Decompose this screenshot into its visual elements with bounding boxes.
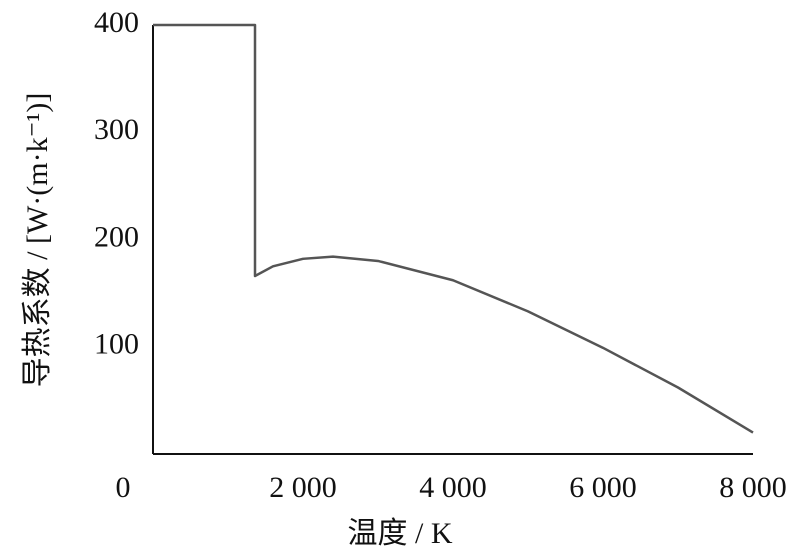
data-line xyxy=(153,23,754,434)
x-axis-title: 温度 / K xyxy=(348,517,453,550)
x-tick-label: 8 000 xyxy=(719,471,787,504)
x-tick-label: 6 000 xyxy=(569,471,637,504)
x-tick-label: 4 000 xyxy=(419,471,487,504)
y-tick-label: 300 xyxy=(94,113,139,146)
x-tick-label: 0 xyxy=(116,471,131,504)
y-tick-label: 100 xyxy=(94,328,139,361)
y-axis-title: 导热系数 / [W·(m·k⁻¹)] xyxy=(21,93,54,388)
y-tick-label: 400 xyxy=(94,6,139,39)
x-tick-label: 2 000 xyxy=(269,471,337,504)
y-tick-label: 200 xyxy=(94,220,139,253)
